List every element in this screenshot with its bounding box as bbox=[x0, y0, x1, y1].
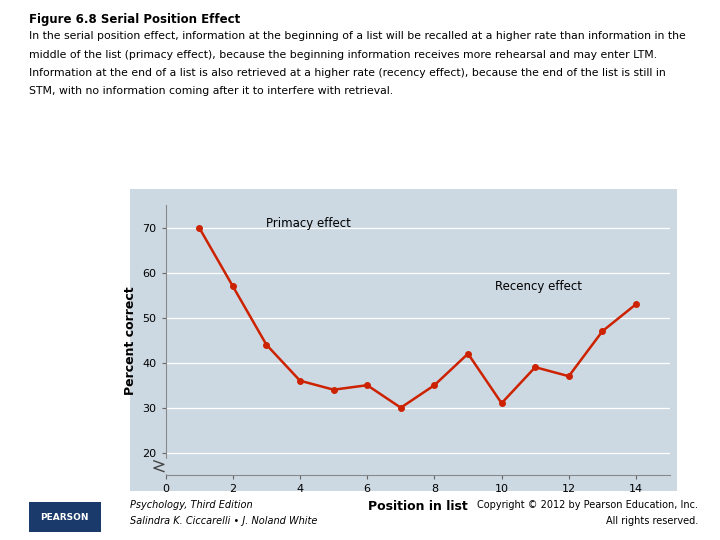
Text: PEARSON: PEARSON bbox=[40, 512, 89, 522]
Text: middle of the list (primacy effect), because the beginning information receives : middle of the list (primacy effect), bec… bbox=[29, 50, 657, 60]
Text: All rights reserved.: All rights reserved. bbox=[606, 516, 698, 526]
Text: Information at the end of a list is also retrieved at a higher rate (recency eff: Information at the end of a list is also… bbox=[29, 68, 665, 78]
Text: STM, with no information coming after it to interfere with retrieval.: STM, with no information coming after it… bbox=[29, 86, 393, 97]
Text: Recency effect: Recency effect bbox=[495, 280, 582, 293]
Text: Copyright © 2012 by Pearson Education, Inc.: Copyright © 2012 by Pearson Education, I… bbox=[477, 500, 698, 510]
Text: Figure 6.8 Serial Position Effect: Figure 6.8 Serial Position Effect bbox=[29, 14, 240, 26]
X-axis label: Position in list: Position in list bbox=[368, 500, 467, 513]
Y-axis label: Percent correct: Percent correct bbox=[124, 286, 137, 395]
Text: Primacy effect: Primacy effect bbox=[266, 217, 351, 230]
Text: Salindra K. Ciccarelli • J. Noland White: Salindra K. Ciccarelli • J. Noland White bbox=[130, 516, 317, 526]
Text: Psychology, Third Edition: Psychology, Third Edition bbox=[130, 500, 252, 510]
Bar bbox=[145, 460, 172, 473]
Text: In the serial position effect, information at the beginning of a list will be re: In the serial position effect, informati… bbox=[29, 31, 685, 42]
